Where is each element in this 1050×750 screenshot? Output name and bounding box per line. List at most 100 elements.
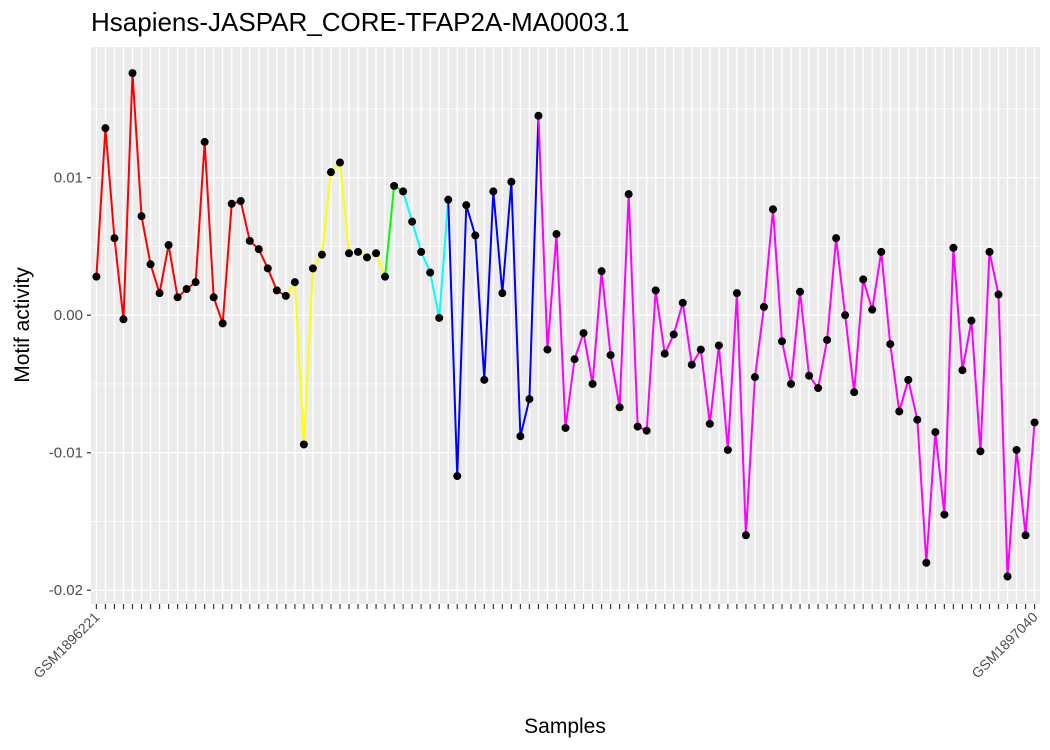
data-point bbox=[886, 340, 895, 349]
data-point bbox=[390, 181, 399, 190]
x-axis: GSM1896221 GSM1897040 bbox=[30, 604, 1041, 681]
data-point bbox=[155, 289, 164, 298]
data-point bbox=[218, 319, 227, 328]
data-point bbox=[516, 432, 525, 441]
data-point bbox=[940, 510, 949, 519]
data-point bbox=[426, 268, 435, 277]
data-point bbox=[354, 247, 363, 256]
data-point bbox=[498, 289, 507, 298]
y-axis: -0.02 -0.01 0.00 0.01 bbox=[49, 170, 91, 599]
series-line-4 bbox=[402, 191, 450, 319]
data-point bbox=[922, 558, 931, 567]
data-point bbox=[543, 345, 552, 354]
data-point bbox=[696, 345, 705, 354]
data-point bbox=[868, 305, 877, 314]
data-point bbox=[182, 285, 191, 294]
data-point bbox=[552, 230, 561, 239]
series-lines bbox=[95, 72, 1036, 578]
data-point bbox=[949, 243, 958, 252]
data-point bbox=[642, 426, 651, 435]
y-tick-label: -0.01 bbox=[49, 445, 83, 462]
data-point bbox=[895, 407, 904, 416]
data-point bbox=[263, 264, 272, 273]
data-point bbox=[435, 313, 444, 322]
data-point bbox=[913, 415, 922, 424]
data-point bbox=[877, 247, 886, 256]
data-point bbox=[859, 275, 868, 284]
data-point bbox=[119, 315, 128, 324]
data-point bbox=[597, 267, 606, 276]
data-point bbox=[290, 278, 299, 287]
data-point bbox=[146, 260, 155, 269]
data-point bbox=[245, 236, 254, 245]
data-point bbox=[994, 290, 1003, 299]
data-point bbox=[787, 379, 796, 388]
data-point bbox=[1003, 572, 1012, 581]
data-point bbox=[164, 241, 173, 250]
data-point bbox=[272, 286, 281, 295]
data-point bbox=[741, 531, 750, 540]
data-point bbox=[236, 197, 245, 206]
x-tick-label: GSM1897040 bbox=[968, 609, 1041, 682]
data-point bbox=[660, 349, 669, 358]
data-point bbox=[381, 272, 390, 281]
data-point bbox=[299, 440, 308, 449]
data-point bbox=[200, 137, 209, 146]
data-point bbox=[931, 428, 940, 437]
chart-title: Hsapiens-JASPAR_CORE-TFAP2A-MA0003.1 bbox=[91, 7, 630, 37]
data-point bbox=[372, 249, 381, 258]
data-point bbox=[796, 287, 805, 296]
y-axis-title: Motif activity bbox=[11, 267, 34, 383]
data-point bbox=[525, 395, 534, 404]
series-line-1 bbox=[95, 72, 287, 325]
y-tick-label: -0.02 bbox=[49, 582, 83, 599]
data-point bbox=[462, 201, 471, 210]
data-point bbox=[363, 253, 372, 262]
data-point bbox=[227, 199, 236, 208]
data-point bbox=[191, 278, 200, 287]
data-point bbox=[823, 335, 832, 344]
x-tick-label: GSM1896221 bbox=[30, 609, 103, 682]
data-point bbox=[750, 373, 759, 382]
data-point bbox=[534, 111, 543, 120]
data-point bbox=[561, 423, 570, 432]
data-point bbox=[417, 247, 426, 256]
data-point bbox=[335, 158, 344, 167]
data-point bbox=[101, 124, 110, 133]
data-point bbox=[588, 379, 597, 388]
data-point bbox=[110, 234, 119, 243]
data-point bbox=[714, 341, 723, 350]
data-point bbox=[128, 69, 137, 78]
data-point bbox=[209, 293, 218, 302]
data-point bbox=[254, 245, 263, 254]
data-point bbox=[967, 316, 976, 325]
data-point bbox=[615, 403, 624, 412]
data-point bbox=[759, 302, 768, 311]
data-point bbox=[814, 384, 823, 393]
data-point bbox=[308, 264, 317, 273]
data-point bbox=[958, 366, 967, 375]
data-point bbox=[778, 337, 787, 346]
plot-panel bbox=[91, 47, 1040, 604]
data-point bbox=[705, 419, 714, 428]
data-point bbox=[344, 249, 353, 258]
y-tick-label: 0.00 bbox=[54, 307, 83, 324]
data-point bbox=[832, 234, 841, 243]
data-point bbox=[624, 190, 633, 199]
data-point bbox=[850, 388, 859, 397]
x-axis-title: Samples bbox=[524, 715, 606, 738]
data-point bbox=[904, 375, 913, 384]
y-tick-label: 0.01 bbox=[54, 170, 83, 187]
data-point bbox=[1021, 531, 1030, 540]
data-point bbox=[137, 212, 146, 221]
data-point bbox=[805, 371, 814, 380]
data-point bbox=[326, 168, 335, 177]
data-point bbox=[1030, 418, 1039, 427]
data-point bbox=[606, 351, 615, 360]
data-point bbox=[687, 360, 696, 369]
data-point bbox=[317, 250, 326, 259]
data-point bbox=[976, 447, 985, 456]
data-point bbox=[678, 298, 687, 307]
data-point bbox=[570, 355, 579, 364]
